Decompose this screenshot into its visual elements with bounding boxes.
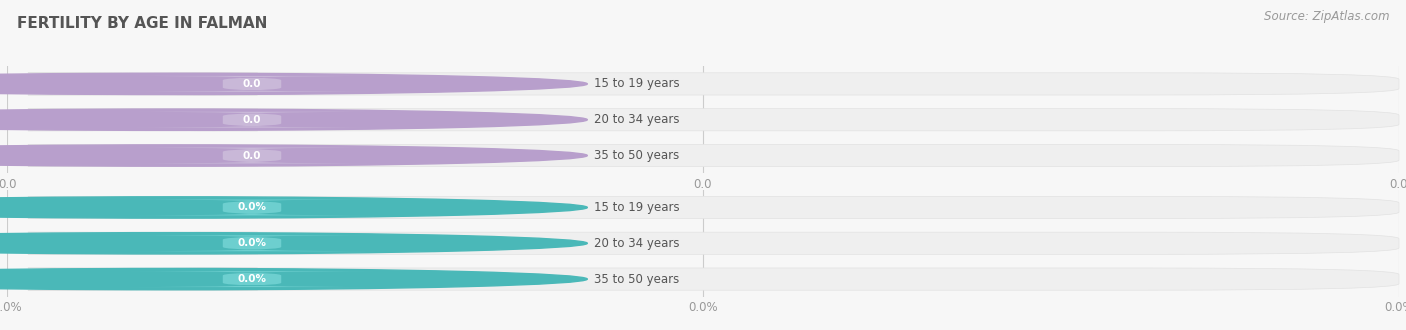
FancyBboxPatch shape [7, 145, 278, 167]
FancyBboxPatch shape [7, 196, 1399, 218]
FancyBboxPatch shape [7, 109, 278, 131]
FancyBboxPatch shape [114, 199, 389, 215]
Text: 20 to 34 years: 20 to 34 years [595, 113, 679, 126]
Text: 0.0: 0.0 [243, 115, 262, 125]
Circle shape [0, 197, 588, 218]
Text: 35 to 50 years: 35 to 50 years [595, 273, 679, 285]
Text: 15 to 19 years: 15 to 19 years [595, 201, 681, 214]
FancyBboxPatch shape [114, 148, 389, 164]
FancyBboxPatch shape [7, 232, 1399, 254]
FancyBboxPatch shape [7, 145, 1399, 167]
FancyBboxPatch shape [7, 268, 1399, 290]
FancyBboxPatch shape [7, 196, 278, 218]
Text: 35 to 50 years: 35 to 50 years [595, 149, 679, 162]
FancyBboxPatch shape [7, 268, 278, 290]
FancyBboxPatch shape [7, 73, 1399, 95]
FancyBboxPatch shape [114, 235, 389, 251]
Text: Source: ZipAtlas.com: Source: ZipAtlas.com [1264, 10, 1389, 23]
Text: 0.0: 0.0 [243, 150, 262, 160]
Text: FERTILITY BY AGE IN FALMAN: FERTILITY BY AGE IN FALMAN [17, 16, 267, 31]
Circle shape [0, 109, 588, 130]
Text: 15 to 19 years: 15 to 19 years [595, 78, 681, 90]
FancyBboxPatch shape [114, 271, 389, 287]
Circle shape [0, 145, 588, 166]
Text: 20 to 34 years: 20 to 34 years [595, 237, 679, 250]
FancyBboxPatch shape [114, 76, 389, 92]
FancyBboxPatch shape [114, 112, 389, 128]
Circle shape [0, 73, 588, 95]
Text: 0.0%: 0.0% [238, 274, 267, 284]
Text: 0.0%: 0.0% [238, 203, 267, 213]
FancyBboxPatch shape [7, 109, 1399, 131]
FancyBboxPatch shape [7, 232, 278, 254]
Circle shape [0, 233, 588, 254]
Text: 0.0%: 0.0% [238, 238, 267, 248]
Circle shape [0, 268, 588, 290]
FancyBboxPatch shape [7, 73, 278, 95]
Text: 0.0: 0.0 [243, 79, 262, 89]
